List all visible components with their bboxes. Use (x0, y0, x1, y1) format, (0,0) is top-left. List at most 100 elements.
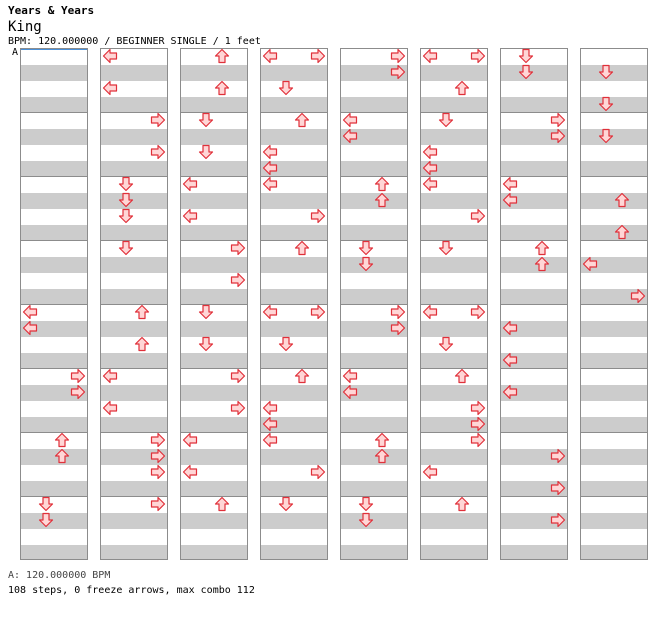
arrow-right-icon (390, 48, 406, 64)
measure-line (341, 368, 407, 369)
measure-line (101, 304, 167, 305)
arrow-right-icon (310, 464, 326, 480)
arrow-left-icon (262, 144, 278, 160)
arrow-left-icon (422, 304, 438, 320)
arrow-left-icon (102, 368, 118, 384)
measure-line (581, 112, 647, 113)
measure-line (181, 432, 247, 433)
arrow-right-icon (470, 208, 486, 224)
measure-line (21, 240, 87, 241)
arrow-up-icon (54, 432, 70, 448)
arrow-down-icon (278, 496, 294, 512)
arrow-right-icon (550, 448, 566, 464)
arrow-left-icon (182, 432, 198, 448)
arrow-down-icon (118, 240, 134, 256)
arrow-up-icon (294, 368, 310, 384)
measure-line (501, 432, 567, 433)
arrow-down-icon (118, 176, 134, 192)
arrow-up-icon (294, 240, 310, 256)
arrow-left-icon (342, 128, 358, 144)
arrow-right-icon (230, 240, 246, 256)
arrow-right-icon (70, 368, 86, 384)
measure-line (421, 112, 487, 113)
bpm-legend: A: 120.000000 BPM (8, 570, 111, 581)
arrow-right-icon (630, 288, 646, 304)
arrow-left-icon (262, 304, 278, 320)
measure-line (421, 432, 487, 433)
measure-line (101, 176, 167, 177)
arrow-down-icon (598, 96, 614, 112)
measure-line (101, 240, 167, 241)
arrow-up-icon (534, 256, 550, 272)
arrow-left-icon (502, 192, 518, 208)
arrow-right-icon (550, 512, 566, 528)
arrow-left-icon (582, 256, 598, 272)
arrow-left-icon (262, 160, 278, 176)
arrow-up-icon (454, 80, 470, 96)
arrow-left-icon (22, 304, 38, 320)
arrow-up-icon (214, 496, 230, 512)
arrow-up-icon (54, 448, 70, 464)
measure-line (421, 304, 487, 305)
measure-line (261, 368, 327, 369)
arrow-right-icon (550, 112, 566, 128)
measure-line (261, 240, 327, 241)
arrow-right-icon (230, 368, 246, 384)
arrow-left-icon (102, 80, 118, 96)
arrow-right-icon (230, 400, 246, 416)
measure-line (21, 432, 87, 433)
arrow-down-icon (518, 48, 534, 64)
bpm-marker: A (12, 47, 19, 58)
arrow-down-icon (358, 496, 374, 512)
measure-line (581, 496, 647, 497)
arrow-down-icon (38, 512, 54, 528)
arrow-down-icon (278, 80, 294, 96)
measure-line (101, 496, 167, 497)
arrow-right-icon (150, 448, 166, 464)
measure-line (181, 176, 247, 177)
measure-line (341, 496, 407, 497)
arrow-up-icon (134, 304, 150, 320)
arrow-right-icon (470, 400, 486, 416)
arrow-right-icon (390, 320, 406, 336)
arrow-right-icon (310, 208, 326, 224)
arrow-right-icon (390, 64, 406, 80)
arrow-left-icon (502, 176, 518, 192)
arrow-down-icon (358, 240, 374, 256)
measure-line (101, 368, 167, 369)
arrow-left-icon (262, 432, 278, 448)
arrow-left-icon (342, 112, 358, 128)
measure-line (581, 240, 647, 241)
chart-stats: 108 steps, 0 freeze arrows, max combo 11… (8, 585, 255, 596)
arrow-left-icon (342, 368, 358, 384)
chart-info: BPM: 120.000000 / BEGINNER SINGLE / 1 fe… (8, 36, 261, 47)
arrow-left-icon (182, 208, 198, 224)
arrow-down-icon (118, 192, 134, 208)
arrow-up-icon (614, 224, 630, 240)
chart-column-7 (500, 48, 568, 560)
measure-line (261, 496, 327, 497)
arrow-left-icon (342, 384, 358, 400)
measure-line (261, 304, 327, 305)
measure-line (501, 368, 567, 369)
arrow-up-icon (214, 80, 230, 96)
arrow-right-icon (390, 304, 406, 320)
arrow-down-icon (438, 240, 454, 256)
arrow-right-icon (310, 304, 326, 320)
measure-line (501, 112, 567, 113)
arrow-up-icon (374, 432, 390, 448)
measure-line (21, 112, 87, 113)
measure-line (581, 432, 647, 433)
arrow-up-icon (214, 48, 230, 64)
arrow-left-icon (262, 176, 278, 192)
arrow-up-icon (614, 192, 630, 208)
arrow-down-icon (198, 144, 214, 160)
measure-line (501, 176, 567, 177)
song-artist: Years & Years (8, 4, 95, 17)
measure-line (21, 496, 87, 497)
measure-line (21, 304, 87, 305)
arrow-right-icon (150, 432, 166, 448)
measure-line (181, 368, 247, 369)
arrow-right-icon (470, 304, 486, 320)
arrow-right-icon (150, 112, 166, 128)
